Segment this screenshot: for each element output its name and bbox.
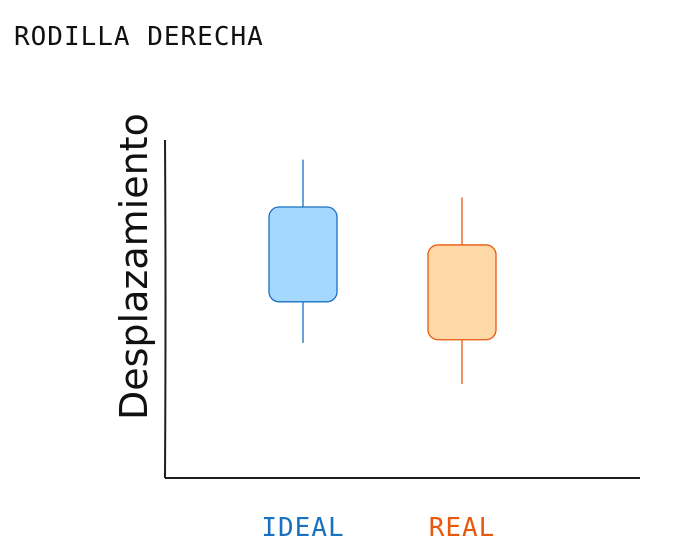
diagram-title: RODILLA DERECHA bbox=[14, 22, 264, 52]
chart-marks bbox=[268, 159, 497, 384]
category-label-real: REAL bbox=[429, 513, 496, 543]
x-axis bbox=[164, 476, 641, 479]
box-ideal bbox=[268, 206, 338, 303]
y-axis-label: Desplazamiento bbox=[112, 113, 156, 420]
y-axis bbox=[164, 139, 167, 479]
box-real bbox=[427, 244, 497, 341]
category-labels: IDEAL REAL bbox=[261, 513, 496, 543]
category-label-ideal: IDEAL bbox=[261, 513, 344, 543]
